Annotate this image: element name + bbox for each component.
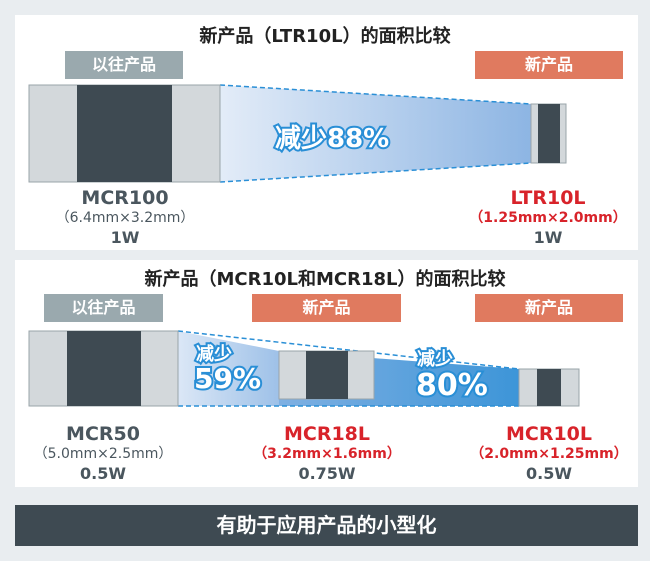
section1-title: 新产品（LTR10L）的面积比较: [199, 26, 451, 47]
chip-mcr100: [28, 84, 221, 183]
product-size: （6.4mm×3.2mm）: [55, 210, 195, 226]
product-name: MCR18L: [283, 423, 371, 445]
mcr10l-label: MCR10L （2.0mm×1.25mm） 0.5W: [449, 424, 649, 484]
chip-mcr50: [28, 330, 179, 407]
product-name: MCR50: [66, 423, 140, 445]
ltr10l-label: LTR10L （1.25mm×2.0mm） 1W: [448, 188, 648, 248]
mcr18l-label: MCR18L （3.2mm×1.6mm） 0.75W: [227, 424, 427, 484]
product-name: MCR100: [81, 187, 169, 209]
section2-title: 新产品（MCR10L和MCR18L）的面积比较: [144, 269, 506, 290]
chip-ltr10l: [530, 103, 567, 164]
product-power: 0.5W: [80, 464, 126, 483]
reduction-59-word: 减少: [194, 342, 234, 367]
mcr100-label: MCR100 （6.4mm×3.2mm） 1W: [25, 188, 225, 248]
product-size: （2.0mm×1.25mm）: [470, 446, 628, 462]
reduction-80-value: 80%: [414, 366, 490, 405]
product-name: MCR10L: [505, 423, 593, 445]
old-product-tag: 以往产品: [65, 51, 183, 79]
chip-mcr10l: [518, 368, 580, 407]
product-power: 0.75W: [298, 464, 356, 483]
reduction-59-value: 59%: [192, 360, 263, 397]
new-product-tag-1: 新产品: [252, 294, 401, 322]
product-size: （5.0mm×2.5mm）: [33, 446, 173, 462]
reduction-88-label: 减少88%: [273, 122, 391, 156]
product-power: 1W: [533, 228, 563, 247]
new-product-tag: 新产品: [475, 51, 623, 79]
old-product-tag: 以往产品: [44, 294, 163, 322]
product-size: （1.25mm×2.0mm）: [469, 210, 627, 226]
reduction-80-word: 减少: [415, 347, 455, 372]
reduction-trapezoid-2: [178, 331, 279, 406]
product-power: 0.5W: [526, 464, 572, 483]
product-name: LTR10L: [510, 187, 586, 209]
new-product-tag-2: 新产品: [475, 294, 623, 322]
mcr50-label: MCR50 （5.0mm×2.5mm） 0.5W: [3, 424, 203, 484]
reduction-trapezoid-1: [220, 85, 531, 182]
chip-mcr18l: [278, 350, 375, 400]
product-size: （3.2mm×1.6mm）: [253, 446, 401, 462]
product-power: 1W: [110, 228, 140, 247]
footer-banner: 有助于应用产品的小型化: [15, 505, 638, 546]
